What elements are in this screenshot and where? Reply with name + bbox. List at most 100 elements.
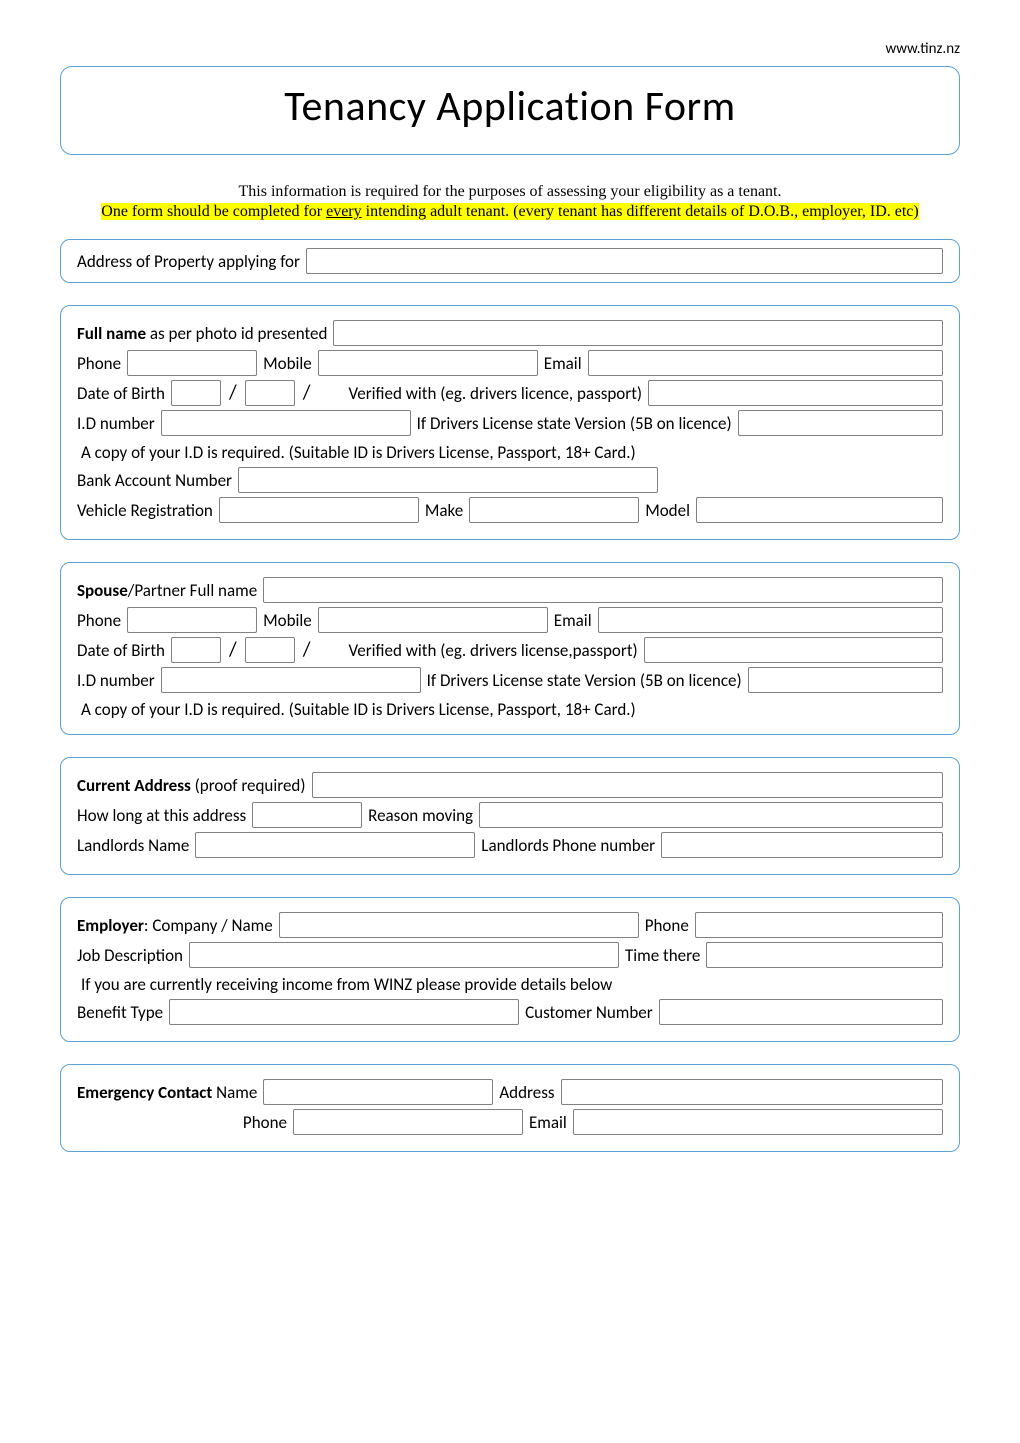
spouse-version-label: If Drivers License state Version (5B on … [427,670,742,691]
spouse-dob-slash-1: / [227,638,239,662]
mobile-input[interactable] [318,350,538,376]
page: www.tinz.nz Tenancy Application Form Thi… [0,0,1020,1234]
bank-label: Bank Account Number [77,470,232,491]
current-address-input[interactable] [312,772,943,798]
email-label: Email [544,353,582,374]
veh-reg-input[interactable] [219,497,419,523]
employer-label-bold: Employer [77,915,144,936]
fullname-label-bold: Full name [77,323,146,344]
dob-day-input[interactable] [171,380,221,406]
time-there-label: Time there [625,945,700,966]
employer-phone-label: Phone [645,915,689,936]
version-input[interactable] [738,410,943,436]
emergency-phone-label: Phone [77,1112,287,1133]
intro-post: intending adult tenant. (every tenant ha… [362,203,919,220]
time-there-input[interactable] [706,942,943,968]
benefit-type-input[interactable] [169,999,519,1025]
spouse-version-input[interactable] [748,667,943,693]
spouse-phone-input[interactable] [127,607,257,633]
emergency-phone-input[interactable] [293,1109,523,1135]
spouse-email-label: Email [554,610,592,631]
spouse-phone-label: Phone [77,610,121,631]
spouse-id-note: A copy of your I.D is required. (Suitabl… [81,699,943,720]
employer-phone-input[interactable] [695,912,943,938]
employer-label: Employer: Company / Name [77,915,273,936]
version-label: If Drivers License state Version (5B on … [417,413,732,434]
current-address-label-bold: Current Address [77,775,191,796]
property-address-input[interactable] [306,248,943,274]
current-address-section: Current Address (proof required) How lon… [60,757,960,875]
emergency-label-rest: Name [212,1082,257,1103]
spouse-dob-day-input[interactable] [171,637,221,663]
spouse-id-number-label: I.D number [77,670,155,691]
intro-pre: One form should be completed for [101,203,326,220]
property-address-label: Address of Property applying for [77,251,300,272]
phone-input[interactable] [127,350,257,376]
phone-label: Phone [77,353,121,374]
make-input[interactable] [469,497,639,523]
current-address-label: Current Address (proof required) [77,775,306,796]
current-address-label-rest: (proof required) [191,775,306,796]
id-note: A copy of your I.D is required. (Suitabl… [81,442,943,463]
verified-label: Verified with (eg. drivers licence, pass… [348,383,642,404]
spouse-id-number-input[interactable] [161,667,421,693]
title-container: Tenancy Application Form [60,66,960,155]
customer-number-label: Customer Number [525,1002,653,1023]
dob-month-input[interactable] [245,380,295,406]
spouse-section: Spouse/Partner Full name Phone Mobile Em… [60,562,960,735]
howlong-input[interactable] [252,802,362,828]
landlord-name-label: Landlords Name [77,835,189,856]
email-input[interactable] [588,350,943,376]
fullname-label-rest: as per photo id presented [146,323,327,344]
spouse-dob-month-input[interactable] [245,637,295,663]
verified-input[interactable] [648,380,943,406]
dob-label: Date of Birth [77,383,165,404]
id-number-label: I.D number [77,413,155,434]
model-label: Model [645,500,690,521]
job-description-label: Job Description [77,945,183,966]
dob-slash-2: / [301,381,313,405]
intro-line-1: This information is required for the pur… [60,183,960,201]
page-title: Tenancy Application Form [61,81,959,132]
fullname-input[interactable] [333,320,943,346]
dob-slash-1: / [227,381,239,405]
employer-section: Employer: Company / Name Phone Job Descr… [60,897,960,1042]
benefit-type-label: Benefit Type [77,1002,163,1023]
emergency-email-input[interactable] [573,1109,943,1135]
intro-underlined: every [326,203,362,220]
spouse-verified-label: Verified with (eg. drivers license,passp… [348,640,637,661]
spouse-mobile-input[interactable] [318,607,548,633]
emergency-label: Emergency Contact Name [77,1082,257,1103]
bank-input[interactable] [238,467,658,493]
landlord-phone-label: Landlords Phone number [481,835,655,856]
intro-line-2: One form should be completed for every i… [60,203,960,221]
winz-note: If you are currently receiving income fr… [81,974,943,995]
mobile-label: Mobile [263,353,312,374]
spouse-fullname-input[interactable] [263,577,943,603]
emergency-name-input[interactable] [263,1079,493,1105]
id-number-input[interactable] [161,410,411,436]
spouse-mobile-label: Mobile [263,610,312,631]
property-address-section: Address of Property applying for [60,239,960,283]
emergency-address-input[interactable] [561,1079,944,1105]
spouse-email-input[interactable] [598,607,943,633]
emergency-email-label: Email [529,1112,567,1133]
customer-number-input[interactable] [659,999,943,1025]
reason-moving-input[interactable] [479,802,943,828]
spouse-dob-slash-2: / [301,638,313,662]
model-input[interactable] [696,497,943,523]
emergency-section: Emergency Contact Name Address Phone Ema… [60,1064,960,1152]
emergency-address-label: Address [499,1082,554,1103]
employer-name-input[interactable] [279,912,639,938]
header-url: www.tinz.nz [60,40,960,58]
landlord-name-input[interactable] [195,832,475,858]
applicant-section: Full name as per photo id presented Phon… [60,305,960,540]
job-description-input[interactable] [189,942,619,968]
landlord-phone-input[interactable] [661,832,943,858]
spouse-verified-input[interactable] [644,637,943,663]
make-label: Make [425,500,463,521]
employer-label-rest: : Company / Name [144,915,273,936]
intro-highlight: One form should be completed for every i… [101,203,918,220]
reason-moving-label: Reason moving [368,805,473,826]
fullname-label: Full name as per photo id presented [77,323,327,344]
